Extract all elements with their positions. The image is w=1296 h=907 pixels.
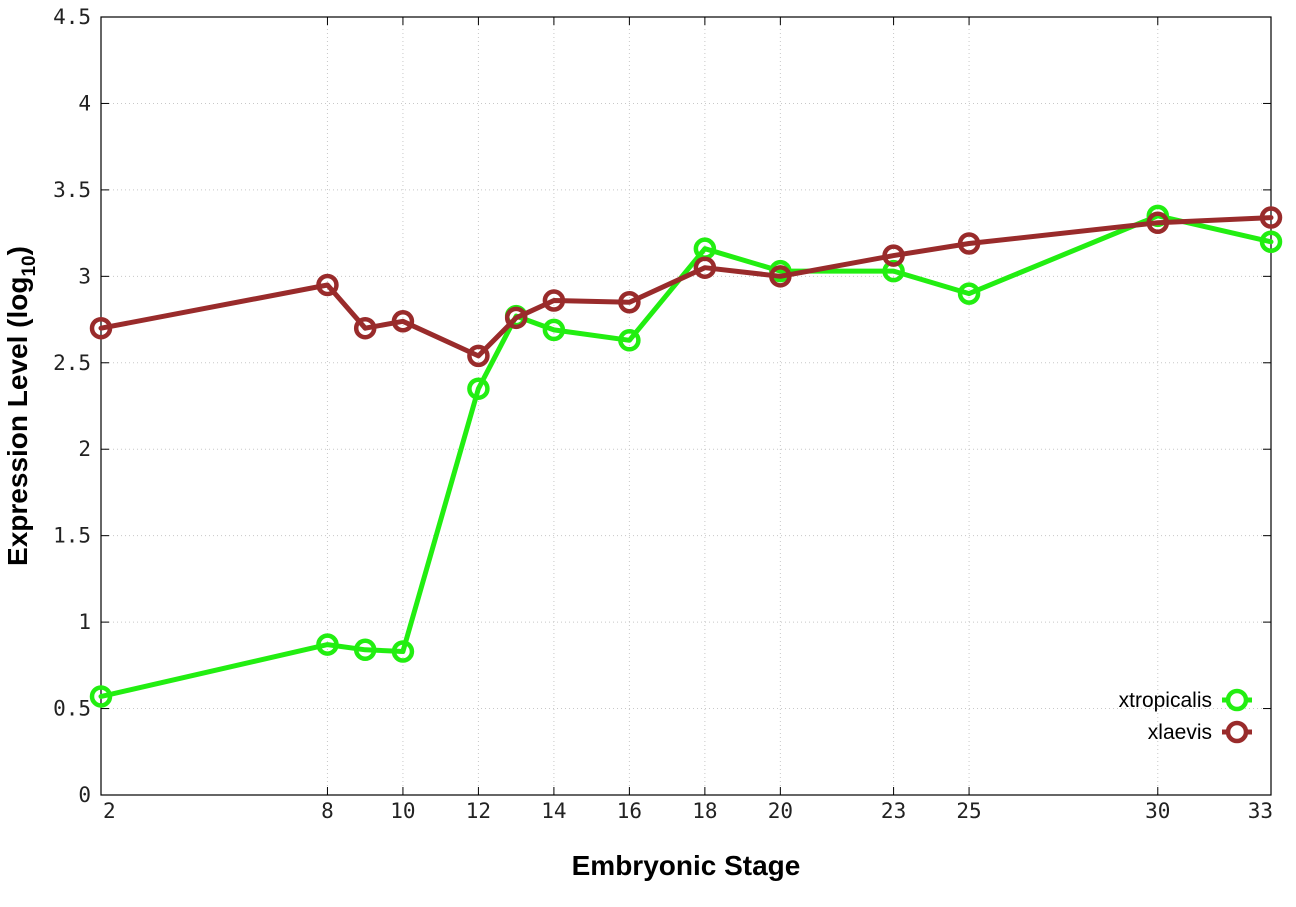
legend: xtropicalis xlaevis [1119,688,1252,744]
data-point-xlaevis [957,232,981,255]
series-xtropicalis [89,204,1283,708]
y-tick-label: 2 [78,437,91,461]
data-point-xlaevis [353,316,377,340]
legend-item-xlaevis: xlaevis [1148,720,1252,744]
data-point-xtropicalis [1259,230,1283,254]
ticks: 0 0.5 1 1.5 2 2.5 3 3.5 4 4.5 2 8 10 12 14 16 18 20 23 25 30… [53,5,1273,823]
x-tick-label: 2 [103,799,116,823]
legend-marker [1225,688,1249,712]
x-tick-label: 16 [617,799,642,823]
data-point-xlaevis [391,310,415,333]
x-tick-label: 30 [1145,799,1170,823]
y-tick-label: 0 [78,783,91,807]
data-point-xlaevis [504,306,528,330]
data-point-xtropicalis [618,329,641,352]
x-tick-label: 18 [692,799,717,823]
data-point-xtropicalis [467,377,490,400]
x-axis-title: Embryonic Stage [572,850,801,881]
x-tick-label: 14 [541,799,566,823]
legend-item-xtropicalis: xtropicalis [1119,688,1252,712]
data-point-xtropicalis [693,237,717,260]
x-tick-label: 33 [1248,799,1273,823]
data-point-xtropicalis [957,282,981,305]
data-point-xtropicalis [353,638,377,662]
series-group [89,204,1283,708]
y-axis-title: Expression Level (log10) [2,246,40,566]
data-point-xtropicalis [882,259,905,283]
data-point-xlaevis [89,316,113,340]
data-point-xlaevis [316,273,339,297]
data-point-xlaevis [882,244,905,267]
x-tick-label: 20 [768,799,793,823]
y-tick-label: 1.5 [53,524,91,548]
series-line-xtropicalis [98,213,1274,699]
data-point-xlaevis [693,256,717,279]
y-tick-label: 2.5 [53,351,91,375]
y-tick-label: 3.5 [53,178,91,202]
data-point-xtropicalis [89,685,113,708]
legend-label: xtropicalis [1119,689,1212,712]
data-point-xtropicalis [542,318,566,342]
legend-label: xlaevis [1148,721,1212,744]
series-line-xlaevis [98,215,1274,359]
data-point-xlaevis [1259,206,1283,229]
plot-frame [100,16,1272,796]
legend-marker [1225,720,1249,744]
x-tick-label: 25 [956,799,981,823]
x-tick-label: 23 [881,799,906,823]
x-tick-label: 12 [466,799,491,823]
x-tick-label: 10 [390,799,415,823]
data-point-xlaevis [618,291,641,314]
data-point-xlaevis [1146,211,1170,234]
grid [101,17,1271,795]
data-point-xlaevis [467,344,490,368]
x-tick-label: 8 [321,799,334,823]
y-tick-label: 3 [78,264,91,288]
series-xlaevis [89,206,1283,368]
y-tick-label: 1 [78,610,91,634]
data-point-xlaevis [769,265,792,288]
data-point-xtropicalis [316,633,339,656]
data-point-xtropicalis [391,640,415,663]
data-point-xlaevis [542,289,566,312]
plot-border [100,16,1272,796]
y-tick-label: 4 [78,91,91,115]
y-tick-label: 4.5 [53,5,91,29]
y-tick-label: 0.5 [53,697,91,721]
